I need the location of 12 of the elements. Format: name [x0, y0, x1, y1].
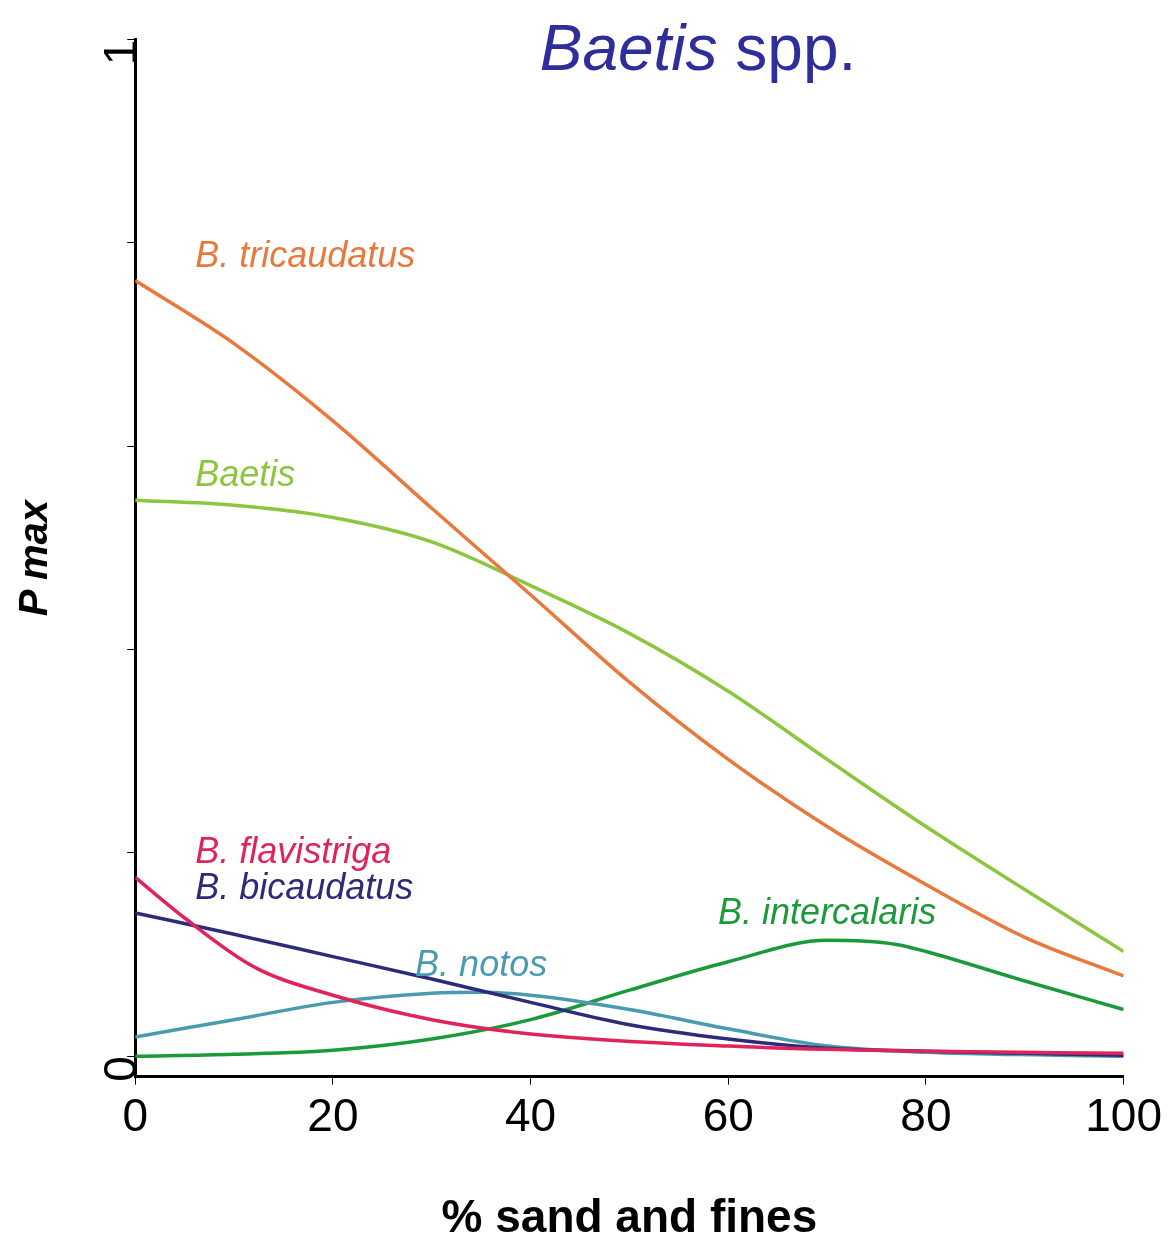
x-tick-label: 20 — [307, 1088, 359, 1141]
x-tick-label: 60 — [702, 1088, 754, 1141]
x-axis-title: % sand and fines — [441, 1190, 818, 1243]
series-label: B. notos — [415, 943, 548, 985]
x-tick-label: 40 — [504, 1088, 557, 1141]
x-tick-label: 80 — [900, 1088, 952, 1141]
series-label: B. tricaudatus — [195, 233, 416, 275]
series-label: B. intercalaris — [718, 891, 937, 933]
y-axis-title: P max — [11, 498, 56, 617]
x-tick-label: 100 — [1085, 1088, 1162, 1141]
series-label: Baetis — [195, 453, 296, 495]
chart-title: Baetis spp. — [538, 11, 858, 86]
